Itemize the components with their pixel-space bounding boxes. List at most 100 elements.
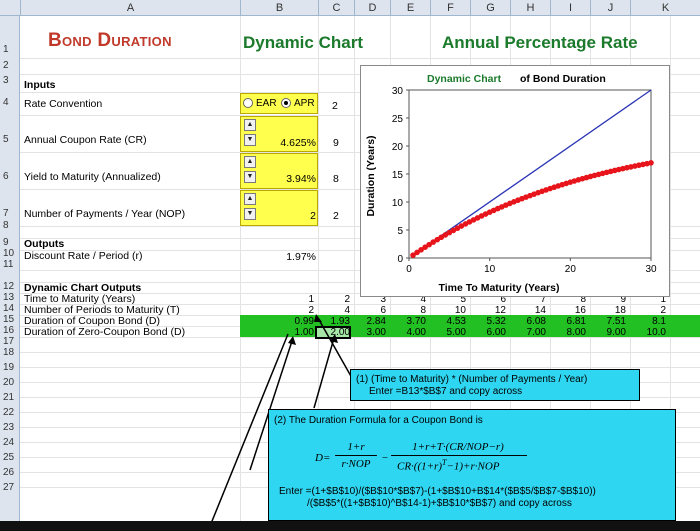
coupon-duration-cell[interactable]: 6.81	[566, 316, 586, 327]
nop-spin-up-icon[interactable]: ▲	[244, 193, 256, 205]
row-header[interactable]: 1	[3, 44, 9, 55]
row-header[interactable]: 17	[3, 336, 15, 347]
radio-ear[interactable]	[243, 98, 253, 108]
ytm-spin-up-icon[interactable]: ▲	[244, 156, 256, 168]
row-header[interactable]: 7	[3, 208, 9, 219]
row-header[interactable]: 13	[3, 292, 15, 303]
row-header[interactable]: 15	[3, 314, 15, 325]
zero-duration-cell[interactable]: 2.00	[315, 326, 351, 339]
row-header[interactable]: 4	[3, 97, 9, 108]
row-header[interactable]: 24	[3, 437, 15, 448]
nop-spin-down-icon[interactable]: ▼	[244, 208, 256, 220]
periods-cell[interactable]: 14	[534, 305, 546, 316]
row-header[interactable]: 9	[3, 237, 9, 248]
zero-duration-cell[interactable]: 1.00	[294, 327, 314, 338]
zero-duration-cell[interactable]: 6.00	[486, 327, 506, 338]
row-header[interactable]: 3	[3, 75, 9, 86]
row-header[interactable]: 11	[3, 259, 14, 270]
periods-cell[interactable]: 6	[380, 305, 386, 316]
formula-term2-bar	[391, 455, 527, 456]
coupon-duration-cell[interactable]: 0.99	[294, 316, 314, 327]
row-header[interactable]: 14	[3, 303, 15, 314]
zero-duration-cell[interactable]: 5.00	[446, 327, 466, 338]
ttm-cell[interactable]: 2	[344, 294, 350, 305]
x-tick-label: 0	[406, 264, 412, 275]
rate-convention-label: Rate Convention	[24, 98, 103, 110]
row-header[interactable]: 23	[3, 422, 15, 433]
row-header[interactable]: 18	[3, 347, 15, 358]
column-header-i[interactable]: I	[550, 0, 590, 16]
coupon-duration-cell[interactable]: 7.51	[606, 316, 626, 327]
periods-cell[interactable]: 16	[574, 305, 586, 316]
ttm-cell[interactable]: 8	[580, 294, 586, 305]
row-header[interactable]: 25	[3, 452, 15, 463]
zero-duration-cell[interactable]: 3.00	[366, 327, 386, 338]
column-header-d[interactable]: D	[354, 0, 390, 16]
zero-duration-cell[interactable]: 10.0	[646, 327, 666, 338]
coupon-spin-down-icon[interactable]: ▼	[244, 134, 256, 146]
row-header[interactable]: 19	[3, 362, 15, 373]
ttm-cell[interactable]: 5	[460, 294, 466, 305]
series-zero-coupon-line	[412, 89, 652, 256]
periods-cell[interactable]: 4	[344, 305, 350, 316]
row-header[interactable]: 10	[3, 248, 15, 259]
row-header[interactable]: 8	[3, 220, 9, 231]
column-header-k[interactable]: K	[630, 0, 700, 16]
row-header[interactable]: 5	[3, 134, 9, 145]
ttm-cell[interactable]: 9	[620, 294, 626, 305]
coupon-duration-cell[interactable]: 5.32	[486, 316, 506, 327]
row-header[interactable]: 20	[3, 377, 15, 388]
periods-cell[interactable]: 2	[660, 305, 666, 316]
column-header-j[interactable]: J	[590, 0, 630, 16]
periods-cell[interactable]: 12	[494, 305, 506, 316]
row-header[interactable]: 21	[3, 392, 15, 403]
row-header[interactable]: 22	[3, 407, 15, 418]
row-header[interactable]: 12	[3, 281, 15, 292]
series-coupon-point	[430, 239, 436, 245]
row-header[interactable]: 6	[3, 171, 9, 182]
column-header-a[interactable]: A	[20, 0, 240, 16]
nop-value[interactable]: 2	[310, 210, 316, 222]
zero-duration-cell[interactable]: 4.00	[406, 327, 426, 338]
ytm-spin-down-icon[interactable]: ▼	[244, 171, 256, 183]
coupon-duration-cell[interactable]: 8.1	[652, 316, 666, 327]
y-tick-label: 20	[392, 142, 404, 153]
y-tick-label: 25	[392, 114, 404, 125]
row-header[interactable]: 26	[3, 467, 15, 478]
coupon-duration-cell[interactable]: 2.84	[366, 316, 386, 327]
coupon-duration-cell[interactable]: 6.08	[526, 316, 546, 327]
duration-chart[interactable]: Dynamic Chart of Bond Duration 0 5 10 15 20 2…	[360, 65, 670, 297]
callout-periods-line2: Enter =B13*$B$7 and copy across	[369, 386, 523, 397]
radio-apr[interactable]	[281, 98, 291, 108]
ttm-cell[interactable]: 3	[380, 294, 386, 305]
periods-cell[interactable]: 10	[454, 305, 466, 316]
ttm-cell[interactable]: 7	[540, 294, 546, 305]
column-header-b[interactable]: B	[240, 0, 318, 16]
ytm-value[interactable]: 3.94%	[286, 173, 316, 185]
ttm-cell[interactable]: 6	[500, 294, 506, 305]
periods-cell[interactable]: 18	[614, 305, 626, 316]
column-header-h[interactable]: H	[510, 0, 550, 16]
row-header[interactable]: 16	[3, 325, 15, 336]
column-header-f[interactable]: F	[430, 0, 470, 16]
coupon-rate-value[interactable]: 4.625%	[280, 137, 316, 149]
ttm-cell[interactable]: 4	[420, 294, 426, 305]
zero-duration-cell[interactable]: 8.00	[566, 327, 586, 338]
coupon-duration-cell[interactable]: 4.53	[446, 316, 466, 327]
coupon-duration-cell[interactable]: 3.70	[406, 316, 426, 327]
column-header-c[interactable]: C	[318, 0, 354, 16]
column-header-e[interactable]: E	[390, 0, 430, 16]
row-header[interactable]: 27	[3, 482, 15, 493]
coupon-duration-cell[interactable]: 1.93	[330, 316, 350, 327]
ttm-cell[interactable]: 1	[308, 294, 314, 305]
zero-duration-cell[interactable]: 9.00	[606, 327, 626, 338]
column-header-g[interactable]: G	[470, 0, 510, 16]
periods-cell[interactable]: 8	[420, 305, 426, 316]
coupon-spin-up-icon[interactable]: ▲	[244, 119, 256, 131]
zero-duration-cell[interactable]: 7.00	[526, 327, 546, 338]
row-header[interactable]: 2	[3, 60, 9, 71]
periods-cell[interactable]: 2	[308, 305, 314, 316]
ttm-cell[interactable]: 1	[660, 294, 666, 305]
